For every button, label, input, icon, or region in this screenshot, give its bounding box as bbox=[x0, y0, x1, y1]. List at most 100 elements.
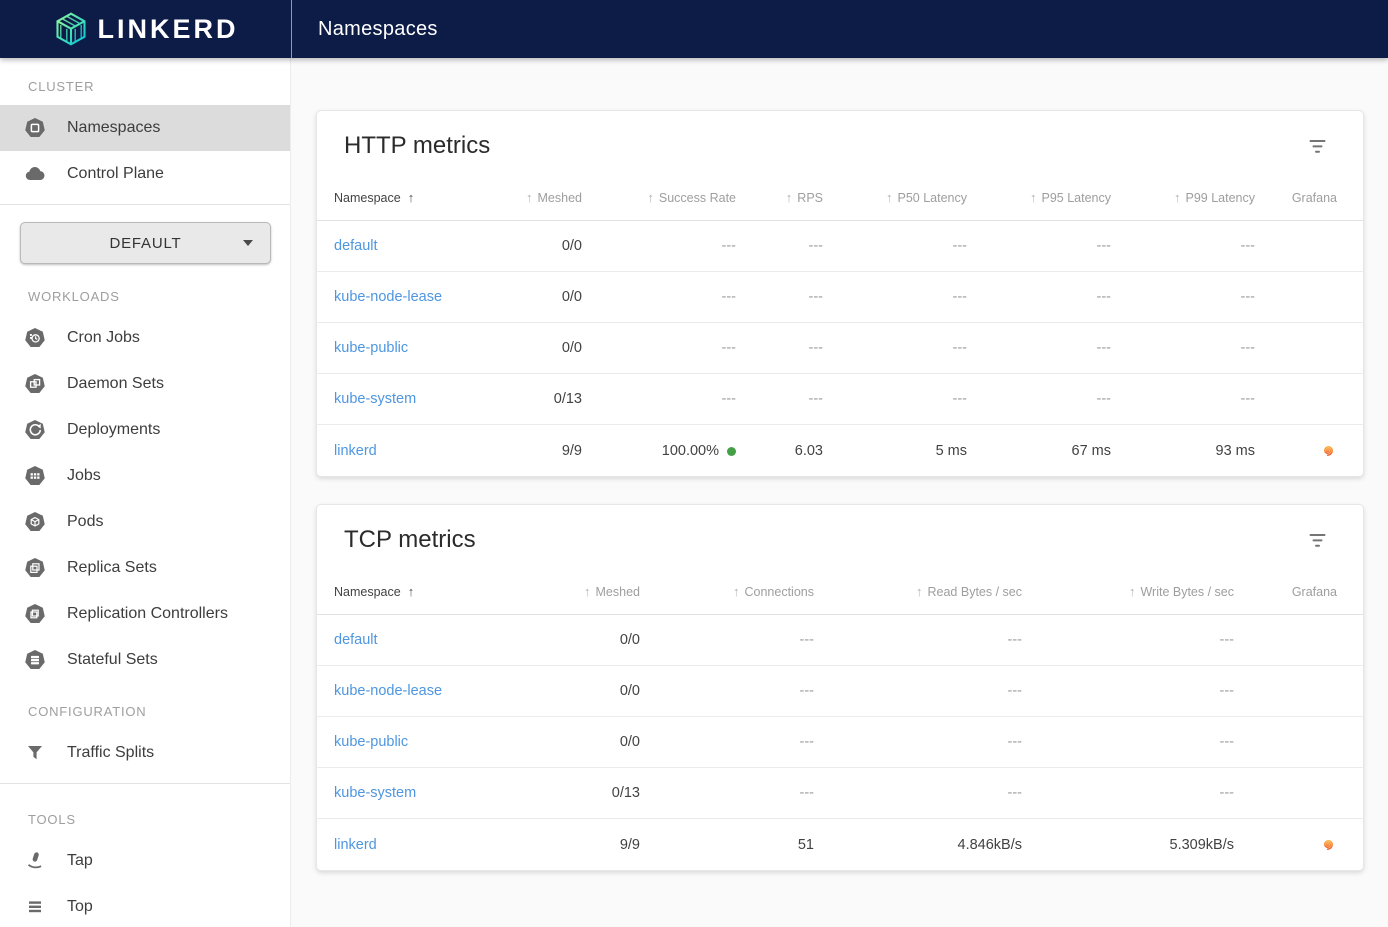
table-row: linkerd 9/9 100.00% 6.03 5 ms 67 ms 93 m… bbox=[317, 425, 1363, 477]
table-header-row: Namespace ↑ ↑ Meshed ↑ Connections ↑ Read By… bbox=[317, 554, 1363, 615]
sort-arrow-icon: ↑ bbox=[407, 584, 415, 599]
sidebar-item-replication-controllers[interactable]: Replication Controllers bbox=[0, 591, 290, 637]
sort-arrow-icon: ↑ bbox=[785, 190, 793, 205]
http-metrics-card: HTTP metrics Namespace ↑ ↑ Meshed ↑ Success… bbox=[316, 110, 1364, 477]
sidebar-item-deployments[interactable]: Deployments bbox=[0, 407, 290, 453]
sidebar-item-label: Control Plane bbox=[67, 165, 164, 182]
sidebar-item-label: Replication Controllers bbox=[67, 605, 228, 622]
namespace-link[interactable]: kube-system bbox=[334, 391, 417, 407]
namespace-link[interactable]: kube-node-lease bbox=[334, 289, 443, 305]
sort-arrow-icon: ↑ bbox=[1030, 190, 1037, 205]
namespace-link[interactable]: kube-system bbox=[334, 785, 417, 801]
filter-list-icon[interactable] bbox=[1308, 534, 1327, 548]
sidebar: CLUSTER Namespaces Control Plane DEFAULT… bbox=[0, 58, 291, 927]
table-row: kube-system 0/13 --- --- --- bbox=[317, 767, 1363, 819]
table-row: kube-public 0/0 --- --- --- --- --- bbox=[317, 322, 1363, 374]
sidebar-item-cron-jobs[interactable]: Cron Jobs bbox=[0, 315, 290, 361]
column-header-connections[interactable]: ↑ Connections bbox=[640, 554, 814, 615]
sidebar-item-label: Daemon Sets bbox=[67, 375, 164, 392]
sidebar-item-label: Traffic Splits bbox=[67, 744, 155, 761]
table-row: kube-system 0/13 --- --- --- --- --- bbox=[317, 373, 1363, 425]
replica-sets-icon bbox=[25, 558, 45, 577]
column-header-p95[interactable]: ↑ P95 Latency bbox=[967, 160, 1111, 221]
sort-arrow-icon: ↑ bbox=[733, 584, 740, 599]
column-header-namespace[interactable]: Namespace ↑ bbox=[317, 160, 487, 221]
sort-arrow-icon: ↑ bbox=[1128, 584, 1136, 599]
table-row: default 0/0 --- --- --- bbox=[317, 614, 1363, 666]
sidebar-item-jobs[interactable]: Jobs bbox=[0, 453, 290, 499]
namespace-selector[interactable]: DEFAULT bbox=[20, 222, 271, 264]
sidebar-item-traffic-splits[interactable]: Traffic Splits bbox=[0, 730, 290, 776]
column-header-rps[interactable]: ↑ RPS bbox=[736, 160, 823, 221]
grafana-icon[interactable] bbox=[1320, 442, 1337, 459]
filter-list-icon[interactable] bbox=[1308, 140, 1327, 154]
main-content: HTTP metrics Namespace ↑ ↑ Meshed ↑ Success… bbox=[291, 58, 1388, 871]
linkerd-logo[interactable]: LINKERD bbox=[0, 0, 291, 58]
table-row: kube-node-lease 0/0 --- --- --- bbox=[317, 665, 1363, 717]
section-label-tools: TOOLS bbox=[28, 812, 76, 827]
namespace-link[interactable]: default bbox=[334, 632, 378, 648]
table-row: default 0/0 --- --- --- --- --- bbox=[317, 220, 1363, 272]
sort-arrow-icon: ↑ bbox=[886, 190, 893, 205]
column-header-success-rate[interactable]: ↑ Success Rate bbox=[582, 160, 736, 221]
sort-arrow-icon: ↑ bbox=[407, 190, 415, 205]
funnel-icon bbox=[28, 746, 42, 760]
cron-jobs-icon bbox=[25, 328, 45, 347]
replication-controllers-icon bbox=[25, 604, 45, 623]
sidebar-item-replica-sets[interactable]: Replica Sets bbox=[0, 545, 290, 591]
table-row: kube-node-lease 0/0 --- --- --- --- --- bbox=[317, 271, 1363, 323]
header-divider bbox=[291, 0, 292, 58]
column-header-write-bytes[interactable]: ↑ Write Bytes / sec bbox=[1022, 554, 1234, 615]
sidebar-item-label: Pods bbox=[67, 513, 104, 530]
section-label-cluster: CLUSTER bbox=[28, 79, 95, 94]
section-label-configuration: CONFIGURATION bbox=[28, 704, 147, 719]
section-label-workloads: WORKLOADS bbox=[28, 289, 120, 304]
namespace-link[interactable]: linkerd bbox=[334, 442, 377, 459]
sidebar-item-control-plane[interactable]: Control Plane bbox=[0, 151, 290, 197]
pods-icon bbox=[25, 512, 45, 531]
sidebar-item-daemon-sets[interactable]: Daemon Sets bbox=[0, 361, 290, 407]
sidebar-item-label: Namespaces bbox=[67, 119, 161, 136]
namespace-selector-value: DEFAULT bbox=[109, 234, 182, 252]
sort-arrow-icon: ↑ bbox=[584, 584, 591, 599]
sidebar-item-top[interactable]: Top bbox=[0, 884, 290, 927]
deployments-icon bbox=[25, 420, 45, 439]
column-header-p99[interactable]: ↑ P99 Latency bbox=[1111, 160, 1255, 221]
table-row: kube-public 0/0 --- --- --- bbox=[317, 716, 1363, 768]
daemon-sets-icon bbox=[25, 374, 45, 393]
sort-arrow-icon: ↑ bbox=[526, 190, 533, 205]
sidebar-item-stateful-sets[interactable]: Stateful Sets bbox=[0, 637, 290, 683]
sidebar-item-tap[interactable]: Tap bbox=[0, 838, 290, 884]
logo-text: LINKERD bbox=[97, 13, 239, 44]
tcp-metrics-card: TCP metrics Namespace ↑ ↑ Meshed ↑ Connecti… bbox=[316, 504, 1364, 871]
namespace-link[interactable]: default bbox=[334, 238, 378, 254]
sort-arrow-icon: ↑ bbox=[647, 190, 654, 205]
tcp-metrics-table: Namespace ↑ ↑ Meshed ↑ Connections ↑ Read By… bbox=[317, 554, 1363, 870]
stateful-sets-icon bbox=[25, 650, 45, 669]
grafana-icon[interactable] bbox=[1320, 836, 1337, 853]
column-header-meshed[interactable]: ↑ Meshed bbox=[517, 554, 640, 615]
linkerd-logo-icon bbox=[55, 12, 86, 46]
namespace-link[interactable]: linkerd bbox=[334, 836, 377, 853]
top-icon bbox=[29, 901, 41, 913]
sidebar-item-namespaces[interactable]: Namespaces bbox=[0, 105, 290, 151]
namespace-link[interactable]: kube-public bbox=[334, 340, 409, 356]
chevron-down-icon bbox=[243, 240, 253, 246]
sidebar-item-label: Deployments bbox=[67, 421, 161, 438]
column-header-p50[interactable]: ↑ P50 Latency bbox=[823, 160, 967, 221]
namespace-link[interactable]: kube-node-lease bbox=[334, 683, 443, 699]
http-metrics-title: HTTP metrics bbox=[344, 132, 491, 159]
http-metrics-table: Namespace ↑ ↑ Meshed ↑ Success Rate ↑ RPS ↑ P… bbox=[317, 160, 1363, 476]
tap-icon bbox=[27, 852, 42, 869]
sidebar-item-label: Cron Jobs bbox=[67, 329, 140, 346]
column-header-grafana: Grafana bbox=[1255, 160, 1363, 221]
sidebar-item-pods[interactable]: Pods bbox=[0, 499, 290, 545]
sort-arrow-icon: ↑ bbox=[916, 584, 923, 599]
sidebar-item-label: Replica Sets bbox=[67, 559, 157, 576]
namespace-link[interactable]: kube-public bbox=[334, 734, 409, 750]
page-title: Namespaces bbox=[318, 17, 438, 40]
column-header-meshed[interactable]: ↑ Meshed bbox=[487, 160, 582, 221]
sidebar-item-label: Top bbox=[67, 898, 93, 915]
column-header-namespace[interactable]: Namespace ↑ bbox=[317, 554, 517, 615]
column-header-read-bytes[interactable]: ↑ Read Bytes / sec bbox=[814, 554, 1022, 615]
